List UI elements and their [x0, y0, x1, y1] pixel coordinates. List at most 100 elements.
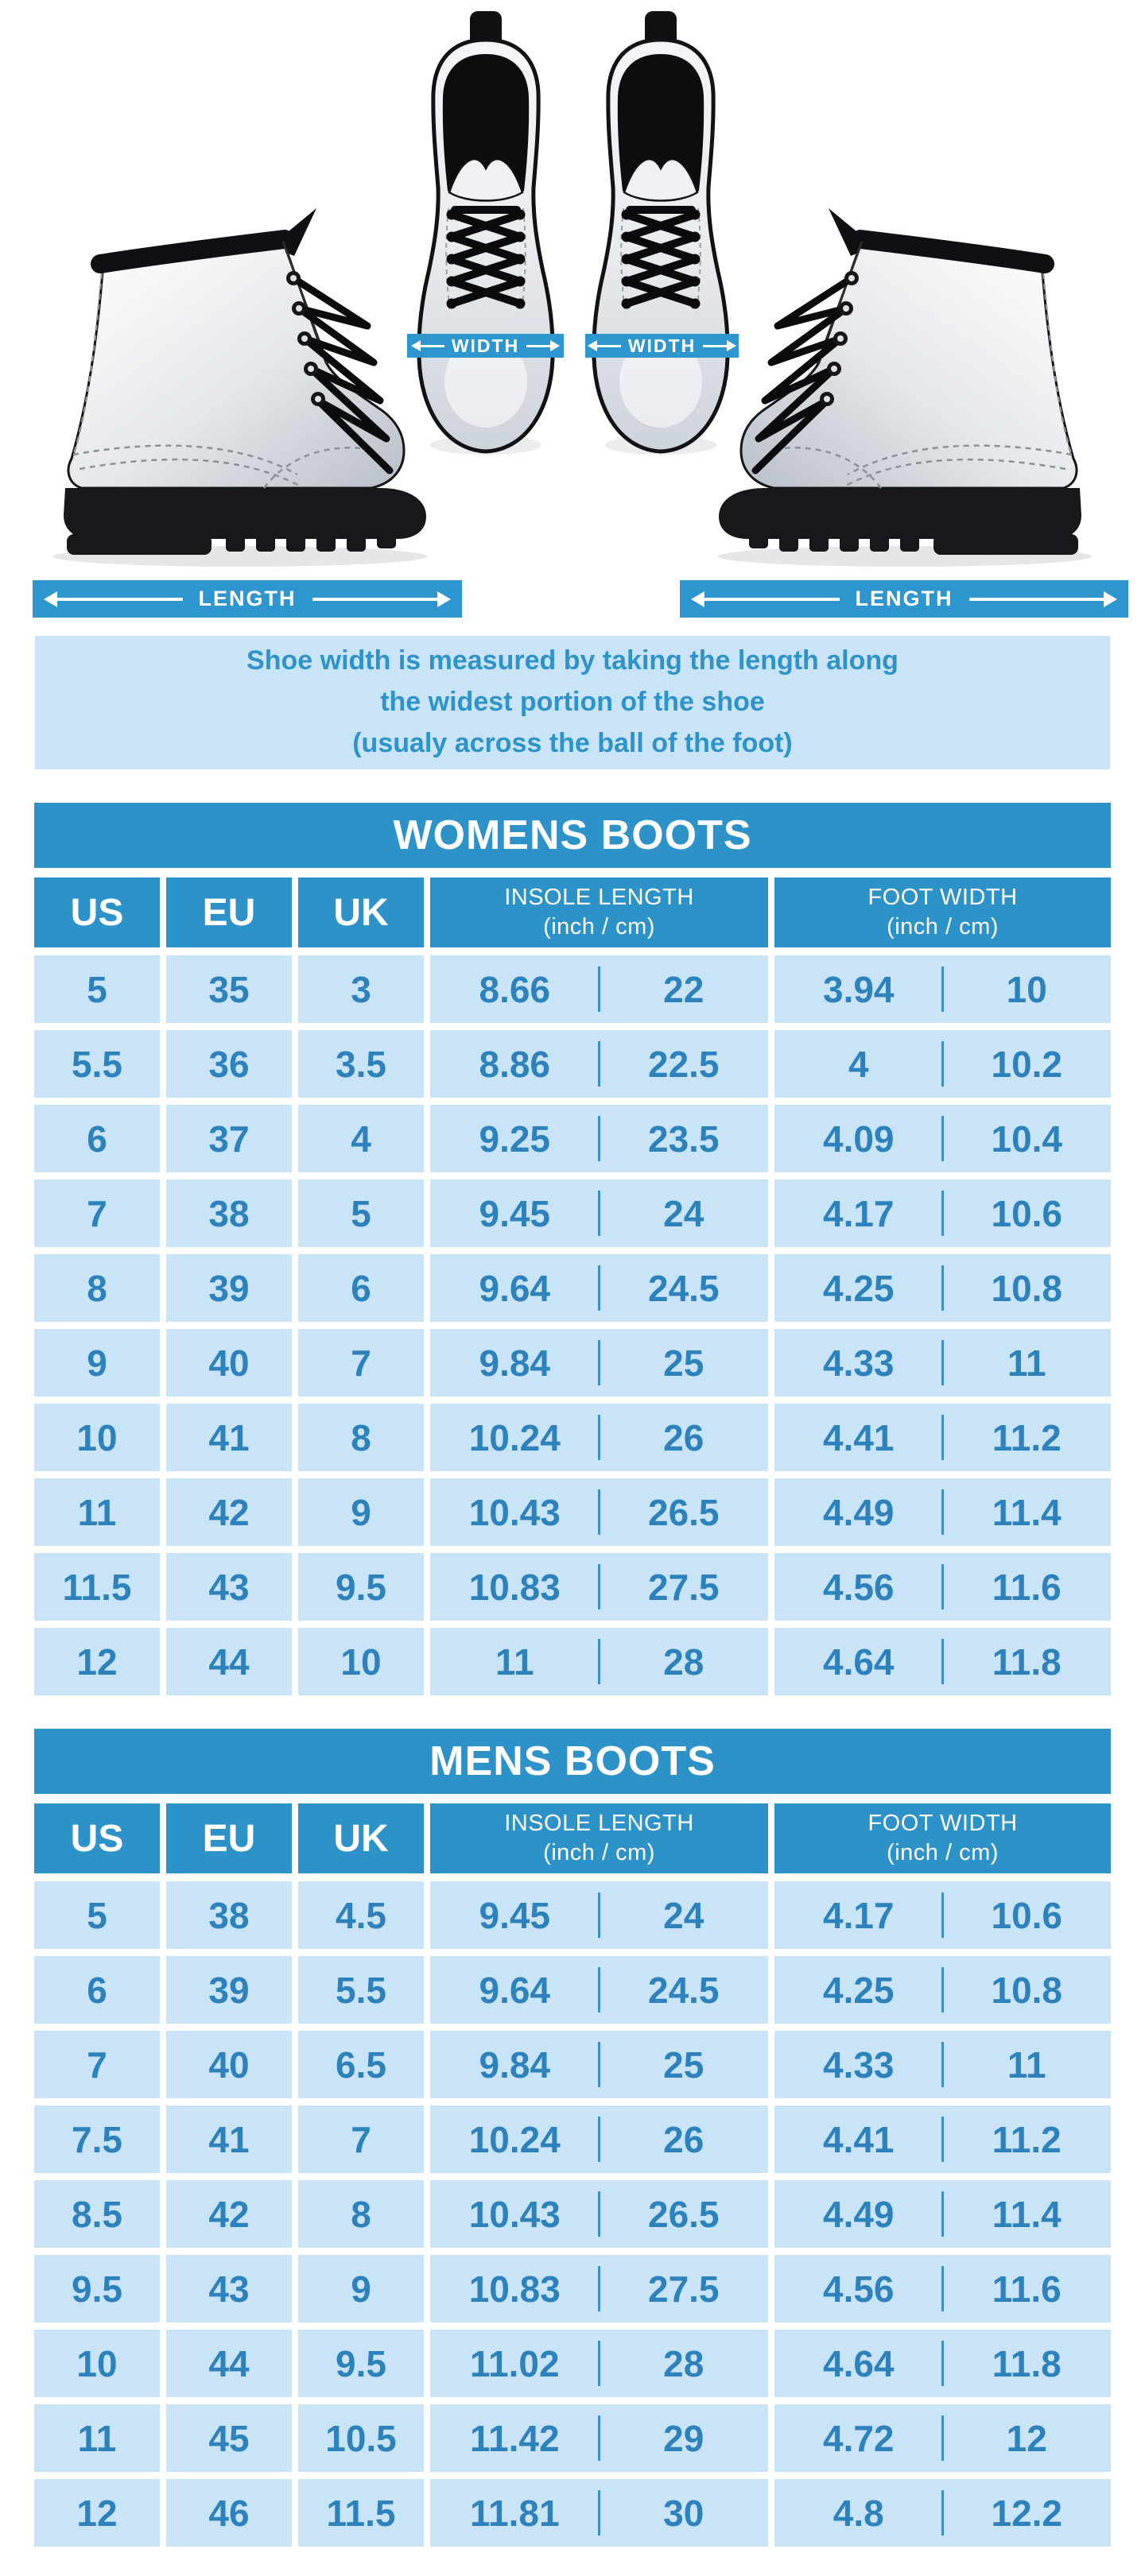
note-line: Shoe width is measured by taking the len… — [246, 645, 899, 676]
us-column-header: US — [34, 877, 160, 947]
insole-inch-value: 11 — [495, 1641, 534, 1683]
cell-divider — [941, 1638, 944, 1685]
table-title: WOMENS BOOTS — [34, 803, 1111, 868]
eu-size-value: 41 — [166, 1404, 292, 1471]
eu-size-value: 40 — [166, 1329, 292, 1396]
foot-cm-value: 11.8 — [992, 2342, 1062, 2384]
width-measure-band-left: WIDTH — [407, 334, 564, 358]
cell-divider — [598, 2489, 600, 2536]
foot-inch-value: 4.49 — [822, 1491, 895, 1533]
eu-size-value: 41 — [166, 2105, 292, 2173]
insole-cm-value: 29 — [663, 2417, 704, 2459]
eu-size-value: 44 — [166, 2330, 292, 2397]
cell-divider — [598, 2340, 600, 2387]
insole-measurement-cell: 10.24 26 — [430, 2105, 768, 2173]
cell-divider — [941, 1265, 944, 1311]
foot-cm-value: 10.6 — [991, 1894, 1063, 1936]
eu-size-value: 40 — [166, 2031, 292, 2098]
insole-cm-value: 27.5 — [647, 1566, 720, 1608]
table-row: 7 40 6.5 9.84 25 4.33 11 — [34, 2031, 1111, 2098]
arrow-left-icon — [44, 591, 57, 607]
cell-divider — [598, 1265, 600, 1311]
measurement-note: Shoe width is measured by taking the len… — [35, 636, 1110, 769]
foot-measurement-cell: 4.49 11.4 — [774, 2180, 1111, 2248]
us-size-value: 12 — [34, 2479, 160, 2547]
insole-measurement-cell: 9.84 25 — [430, 1329, 768, 1396]
eu-size-value: 36 — [166, 1030, 292, 1098]
foot-measurement-cell: 4 10.2 — [774, 1030, 1111, 1098]
insole-inch-value: 9.64 — [479, 1969, 551, 2011]
eu-size-value: 43 — [166, 1553, 292, 1621]
uk-size-value: 8 — [298, 1404, 424, 1471]
cell-divider — [941, 1966, 944, 2013]
width-measure-band-right: WIDTH — [585, 334, 739, 358]
us-size-value: 8.5 — [34, 2180, 160, 2248]
eu-size-value: 46 — [166, 2479, 292, 2547]
foot-measurement-cell: 4.41 11.2 — [774, 1404, 1111, 1471]
cell-divider — [941, 2041, 944, 2088]
insole-cm-value: 26 — [663, 2118, 704, 2160]
uk-size-value: 5.5 — [298, 1956, 424, 2024]
foot-measurement-cell: 3.94 10 — [774, 955, 1111, 1023]
insole-cm-value: 27.5 — [647, 2268, 720, 2310]
uk-size-value: 5 — [298, 1180, 424, 1247]
eu-size-value: 42 — [166, 1478, 292, 1546]
foot-cm-value: 11 — [1007, 2043, 1046, 2086]
us-size-value: 7 — [34, 2031, 160, 2098]
insole-inch-value: 9.45 — [479, 1894, 551, 1936]
foot-inch-value: 4.56 — [822, 1566, 895, 1608]
table-row: 5.5 36 3.5 8.86 22.5 4 10.2 — [34, 1030, 1111, 1098]
insole-inch-value: 9.84 — [479, 1342, 551, 1384]
left-boot-side-view-image — [17, 200, 451, 574]
foot-inch-value: 4.64 — [822, 2342, 895, 2384]
cell-divider — [598, 1190, 600, 1237]
insole-cm-value: 28 — [663, 2342, 704, 2384]
uk-size-value: 9 — [298, 1478, 424, 1546]
eu-size-value: 39 — [166, 1254, 292, 1322]
foot-cm-value: 11.2 — [992, 2118, 1062, 2160]
table-row: 9 40 7 9.84 25 4.33 11 — [34, 1329, 1111, 1396]
insole-cm-value: 22 — [663, 968, 704, 1010]
cell-divider — [941, 1414, 944, 1461]
uk-size-value: 4 — [298, 1105, 424, 1172]
arrow-left-icon — [691, 591, 704, 607]
foot-measurement-cell: 4.41 11.2 — [774, 2105, 1111, 2173]
boots-illustration: WIDTH WIDTH LENGTH LENGTH — [0, 0, 1145, 618]
cell-divider — [941, 2340, 944, 2387]
insole-measurement-cell: 9.45 24 — [430, 1180, 768, 1247]
foot-measurement-cell: 4.49 11.4 — [774, 1478, 1111, 1546]
cell-divider — [598, 2041, 600, 2088]
header-unit-line: (inch / cm) — [543, 914, 655, 939]
foot-measurement-cell: 4.56 11.6 — [774, 2255, 1111, 2322]
insole-measurement-cell: 9.64 24.5 — [430, 1956, 768, 2024]
insole-measurement-cell: 11.81 30 — [430, 2479, 768, 2547]
insole-measurement-cell: 9.25 23.5 — [430, 1105, 768, 1172]
us-size-value: 5 — [34, 1881, 160, 1949]
table-row: 8.5 42 8 10.43 26.5 4.49 11.4 — [34, 2180, 1111, 2248]
foot-measurement-cell: 4.09 10.4 — [774, 1105, 1111, 1172]
foot-inch-value: 4.8 — [833, 2492, 884, 2534]
mens-table-body: 5 38 4.5 9.45 24 4.17 10.6 6 39 5.5 9.64 24.5 4.25 10… — [34, 1881, 1111, 2547]
cell-divider — [941, 2191, 944, 2237]
cell-divider — [941, 1040, 944, 1087]
foot-cm-value: 10.8 — [991, 1267, 1063, 1309]
length-label: LENGTH — [855, 587, 953, 610]
foot-measurement-cell: 4.8 12.2 — [774, 2479, 1111, 2547]
cell-divider — [598, 1339, 600, 1386]
uk-size-value: 9.5 — [298, 2330, 424, 2397]
insole-inch-value: 10.24 — [468, 2118, 561, 2160]
foot-inch-value: 4.49 — [822, 2193, 895, 2235]
us-size-value: 9 — [34, 1329, 160, 1396]
foot-cm-value: 11.4 — [992, 2193, 1062, 2235]
measure-line — [704, 597, 840, 601]
cell-divider — [941, 2265, 944, 2312]
arrow-right-icon — [437, 591, 451, 607]
table-row: 11.5 43 9.5 10.83 27.5 4.56 11.6 — [34, 1553, 1111, 1621]
table-row: 7.5 41 7 10.24 26 4.41 11.2 — [34, 2105, 1111, 2173]
width-label: WIDTH — [627, 335, 697, 356]
foot-measurement-cell: 4.64 11.8 — [774, 2330, 1111, 2397]
foot-measurement-cell: 4.33 11 — [774, 1329, 1111, 1396]
insole-measurement-cell: 10.24 26 — [430, 1404, 768, 1471]
us-size-value: 12 — [34, 1628, 160, 1695]
insole-cm-value: 26.5 — [647, 1491, 720, 1533]
